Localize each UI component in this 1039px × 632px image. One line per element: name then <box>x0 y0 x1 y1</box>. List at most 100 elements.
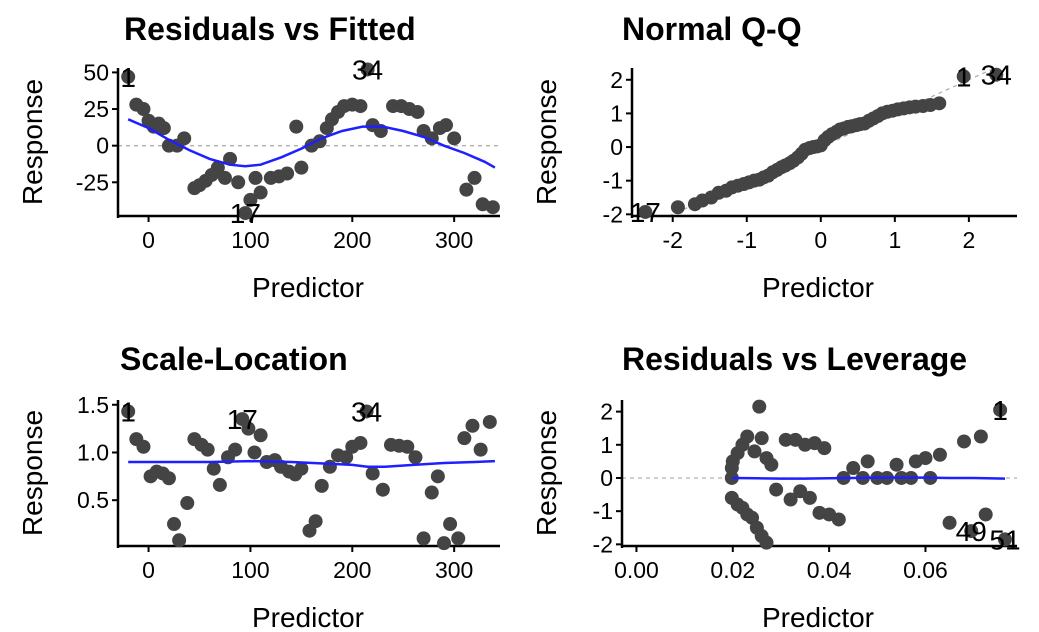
data-point <box>978 507 993 522</box>
x-tick-label: 0 <box>142 557 155 583</box>
point-label: 34 <box>352 54 383 85</box>
data-point <box>400 439 415 454</box>
data-point <box>136 102 151 117</box>
data-point <box>424 485 439 500</box>
x-axis-label: Predictor <box>762 602 874 632</box>
data-point <box>956 69 971 84</box>
point-label: 17 <box>230 198 261 229</box>
data-point <box>443 517 458 532</box>
data-point <box>769 482 784 497</box>
point-label: 34 <box>351 396 382 427</box>
data-point <box>889 457 904 472</box>
x-tick-label: 0.06 <box>903 557 948 583</box>
data-point <box>473 442 488 457</box>
data-point <box>416 531 431 546</box>
data-point <box>375 482 390 497</box>
data-point <box>989 67 1004 82</box>
point-label: 34 <box>981 60 1012 91</box>
data-point <box>228 442 243 457</box>
data-point <box>231 175 246 190</box>
x-tick-label: 0.02 <box>710 557 755 583</box>
data-point <box>410 104 425 119</box>
data-point <box>353 99 368 114</box>
data-point <box>465 418 480 433</box>
data-point <box>339 450 354 465</box>
data-point <box>248 170 263 185</box>
data-point <box>740 429 755 444</box>
y-tick-label: 1.5 <box>77 392 109 418</box>
point-label: 1 <box>120 62 136 93</box>
data-point <box>121 69 136 84</box>
data-point <box>754 431 769 446</box>
x-tick-label: -2 <box>662 227 682 253</box>
data-point <box>408 450 423 465</box>
data-point <box>778 432 793 447</box>
x-tick-label: 0.04 <box>807 557 852 583</box>
data-point <box>747 444 762 459</box>
y-tick-label: 2 <box>600 399 613 425</box>
data-point <box>932 447 947 462</box>
data-point <box>439 118 454 133</box>
x-tick-label: 300 <box>435 227 473 253</box>
y-tick-label: 1 <box>610 100 623 126</box>
panel-title: Residuals vs Fitted <box>124 11 416 47</box>
data-point <box>353 435 368 450</box>
y-tick-label: 25 <box>83 96 109 122</box>
panel-title: Residuals vs Leverage <box>622 341 967 377</box>
data-point <box>802 490 817 505</box>
data-point <box>459 182 474 197</box>
data-point <box>360 62 375 77</box>
smooth-line <box>128 459 495 469</box>
y-axis-label: Response <box>531 410 562 536</box>
y-tick-label: -1 <box>603 168 623 194</box>
data-point <box>485 200 500 215</box>
data-point <box>177 131 192 146</box>
x-tick-label: 0 <box>142 227 155 253</box>
data-point <box>451 531 466 546</box>
y-tick-label: 0.5 <box>77 487 109 513</box>
data-point <box>447 131 462 146</box>
data-point <box>860 454 875 469</box>
data-point <box>997 532 1012 547</box>
data-point <box>294 461 309 476</box>
data-point <box>973 429 988 444</box>
y-tick-label: 1.0 <box>77 439 109 465</box>
y-tick-label: 50 <box>83 59 109 85</box>
data-point <box>206 461 221 476</box>
data-point <box>289 119 304 134</box>
data-point <box>172 533 187 548</box>
point-label: 49 <box>956 516 987 547</box>
x-tick-label: 200 <box>333 557 371 583</box>
data-point <box>238 206 253 221</box>
data-point <box>210 160 225 175</box>
x-axis-label: Predictor <box>252 602 364 632</box>
y-tick-label: -2 <box>593 531 613 557</box>
smooth-line <box>731 476 1006 480</box>
data-point <box>817 441 832 456</box>
data-point <box>359 404 374 419</box>
x-tick-label: 100 <box>231 227 269 253</box>
data-point <box>322 459 337 474</box>
x-tick-label: 100 <box>231 557 269 583</box>
data-point <box>365 466 380 481</box>
data-point <box>167 517 182 532</box>
data-point <box>212 477 227 492</box>
x-tick-label: 0 <box>814 227 827 253</box>
data-point <box>253 428 268 443</box>
y-axis-label: Response <box>17 410 48 536</box>
smooth-line <box>127 118 496 169</box>
y-tick-label: 0 <box>600 465 613 491</box>
x-axis-label: Predictor <box>762 272 874 303</box>
x-tick-label: 0.00 <box>614 557 659 583</box>
panel-residuals-vs-leverage: Residuals vs Leverage 0.00 0.02 0.04 0.06 2 1 0… <box>531 341 1021 632</box>
data-point <box>752 399 767 414</box>
data-point <box>759 535 774 550</box>
data-point <box>964 524 979 539</box>
data-point <box>156 121 171 136</box>
data-point <box>957 434 972 449</box>
point-label: 17 <box>227 404 258 435</box>
y-tick-label: -25 <box>76 169 109 195</box>
data-point <box>314 478 329 493</box>
data-point <box>180 496 195 511</box>
data-point <box>467 170 482 185</box>
